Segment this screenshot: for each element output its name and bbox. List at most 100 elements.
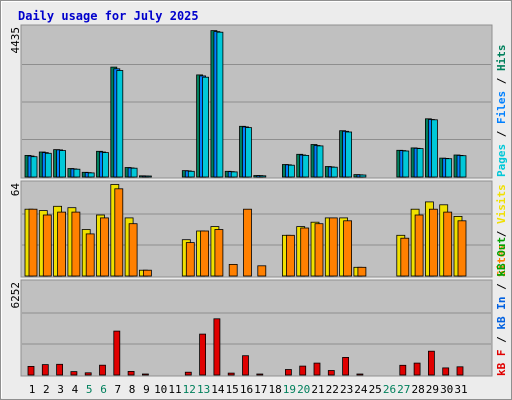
hits-bar-pages-day-17 bbox=[259, 175, 267, 178]
kbytes-bar-kb-f-day-30 bbox=[442, 367, 450, 376]
visits-bar-sites-day-22 bbox=[328, 217, 338, 277]
x-axis-label-day-9: 9 bbox=[143, 383, 150, 396]
x-axis-label-day-17: 17 bbox=[254, 383, 267, 396]
legend-separator: / bbox=[495, 277, 508, 297]
chart-title: Daily usage for July 2025 bbox=[18, 9, 199, 23]
kbytes-bar-kb-f-day-7 bbox=[113, 330, 121, 376]
visits-bar-sites-day-24 bbox=[357, 266, 367, 277]
legend-kb-in: kB In bbox=[495, 297, 508, 330]
x-axis-label-day-15: 15 bbox=[226, 383, 239, 396]
hits-bar-pages-day-4 bbox=[73, 168, 81, 178]
x-axis-label-day-16: 16 bbox=[240, 383, 253, 396]
x-axis-label-day-2: 2 bbox=[43, 383, 50, 396]
hits-bar-pages-day-9 bbox=[144, 175, 152, 178]
visits-bar-sites-day-30 bbox=[443, 211, 453, 277]
hits-bar-pages-day-15 bbox=[230, 171, 238, 178]
x-axis-label-day-23: 23 bbox=[340, 383, 353, 396]
x-axis-label-day-21: 21 bbox=[311, 383, 324, 396]
hits-gridlines bbox=[22, 64, 491, 140]
x-axis-label-day-5: 5 bbox=[86, 383, 93, 396]
hits-bar-pages-day-5 bbox=[87, 172, 95, 178]
visits-bar-sites-day-1 bbox=[28, 208, 38, 277]
x-axis-label-day-25: 25 bbox=[369, 383, 382, 396]
legend-separator: / bbox=[495, 330, 508, 350]
hits-bar-pages-day-22 bbox=[330, 166, 338, 178]
kbytes-bar-kb-f-day-31 bbox=[456, 366, 464, 376]
visits-bar-sites-day-31 bbox=[457, 220, 467, 277]
kbytes-bar-kb-f-day-23 bbox=[342, 356, 350, 376]
hits-bar-pages-day-27 bbox=[402, 150, 410, 178]
x-axis-label-day-31: 31 bbox=[454, 383, 467, 396]
x-axis-label-day-6: 6 bbox=[100, 383, 107, 396]
legend-files: Files bbox=[495, 91, 508, 124]
kbytes-panel-legend: kB F / kB In / kB Out bbox=[495, 237, 508, 376]
kbytes-bar-kb-f-day-24 bbox=[356, 373, 364, 376]
hits-bar-pages-day-20 bbox=[302, 154, 310, 178]
kbytes-bar-kb-f-day-2 bbox=[41, 364, 49, 376]
legend-separator: / bbox=[495, 71, 508, 91]
visits-bar-sites-day-14 bbox=[214, 229, 224, 277]
x-axis-label-day-22: 22 bbox=[326, 383, 339, 396]
hits-bar-pages-day-14 bbox=[216, 31, 224, 178]
x-axis-label-day-10: 10 bbox=[154, 383, 167, 396]
kbytes-bar-kb-f-day-8 bbox=[127, 370, 135, 376]
visits-bar-sites-day-17 bbox=[257, 265, 267, 277]
visits-panel-legend: Sites / Visits bbox=[495, 184, 508, 277]
kbytes-bar-kb-f-day-12 bbox=[184, 371, 192, 376]
hits-bar-pages-day-16 bbox=[245, 127, 252, 178]
visits-bars bbox=[24, 184, 467, 277]
legend-separator: / bbox=[495, 124, 508, 144]
hits-panel-legend: Pages / Files / Hits bbox=[495, 45, 508, 178]
visits-bar-sites-day-5 bbox=[85, 233, 95, 277]
x-axis-label-day-7: 7 bbox=[114, 383, 121, 396]
kbytes-bar-kb-f-day-20 bbox=[299, 365, 307, 376]
x-axis-label-day-27: 27 bbox=[397, 383, 410, 396]
visits-bar-sites-day-20 bbox=[300, 227, 310, 277]
x-axis-label-day-20: 20 bbox=[297, 383, 310, 396]
kbytes-bar-kb-f-day-15 bbox=[227, 372, 235, 376]
x-axis-label-day-28: 28 bbox=[411, 383, 424, 396]
hits-axis-max-label: 4435 bbox=[9, 27, 22, 54]
x-axis-label-day-12: 12 bbox=[183, 383, 196, 396]
visits-bar-sites-day-19 bbox=[285, 234, 295, 277]
kbytes-bar-kb-f-day-27 bbox=[399, 364, 407, 376]
kbytes-bar-kb-f-day-3 bbox=[56, 363, 63, 376]
hits-bars bbox=[24, 30, 467, 178]
legend-separator: / bbox=[495, 224, 508, 244]
kbytes-bar-kb-f-day-9 bbox=[141, 373, 149, 376]
kbytes-bar-kb-f-day-4 bbox=[70, 371, 78, 376]
hits-bar-pages-day-2 bbox=[44, 152, 52, 178]
hits-bar-pages-day-6 bbox=[102, 152, 109, 178]
x-axis-label-day-18: 18 bbox=[268, 383, 281, 396]
kbytes-bar-kb-f-day-28 bbox=[413, 362, 421, 376]
visits-bar-sites-day-16 bbox=[243, 208, 252, 277]
legend-kb-f: kB F bbox=[495, 350, 508, 377]
hits-bar-pages-day-8 bbox=[130, 167, 138, 178]
visits-bar-sites-day-15 bbox=[228, 263, 238, 277]
hits-bar-pages-day-31 bbox=[459, 155, 467, 178]
visits-bar-sites-day-4 bbox=[71, 211, 81, 277]
kbytes-bar-kb-f-day-5 bbox=[84, 372, 92, 376]
visits-bar-sites-day-9 bbox=[142, 269, 152, 277]
visits-axis-max-label: 64 bbox=[9, 183, 22, 197]
kbytes-gridlines bbox=[22, 312, 491, 345]
visits-bar-sites-day-28 bbox=[414, 214, 424, 277]
hits-bar-pages-day-3 bbox=[59, 150, 66, 178]
kbytes-bar-kb-f-day-19 bbox=[284, 369, 292, 376]
kbytes-bar-kb-f-day-14 bbox=[213, 318, 221, 376]
visits-bar-sites-day-7 bbox=[114, 188, 124, 277]
hits-bar-pages-day-13 bbox=[202, 76, 210, 178]
visits-bar-sites-day-2 bbox=[42, 214, 52, 277]
x-axis-label-day-8: 8 bbox=[129, 383, 136, 396]
visits-bar-sites-day-12 bbox=[185, 242, 195, 277]
visits-bar-sites-day-3 bbox=[57, 211, 66, 277]
kbytes-bar-kb-f-day-16 bbox=[242, 355, 249, 376]
x-axis-label-day-30: 30 bbox=[440, 383, 453, 396]
hits-bar-pages-day-29 bbox=[430, 119, 438, 178]
visits-bar-sites-day-8 bbox=[128, 223, 138, 277]
visits-bar-sites-day-21 bbox=[314, 223, 324, 277]
visits-bar-sites-day-29 bbox=[428, 208, 438, 277]
x-axis-label-day-4: 4 bbox=[72, 383, 79, 396]
hits-bar-pages-day-21 bbox=[316, 145, 324, 178]
